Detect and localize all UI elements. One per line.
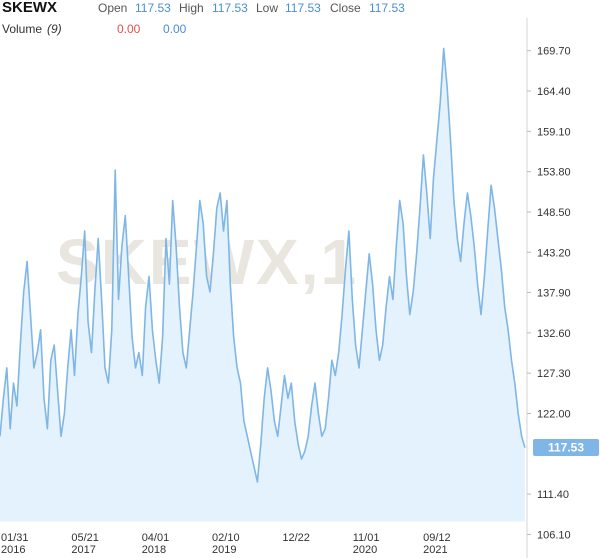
area-layer [0, 48, 525, 522]
volume-value-blue: 0.00 [163, 22, 187, 36]
low-label: Low [256, 1, 279, 15]
x-tick-label: 05/21 [71, 532, 99, 544]
series-area [0, 48, 525, 522]
y-tick-label: 127.30 [537, 368, 571, 380]
x-tick-year: 2019 [212, 544, 236, 556]
y-tick-label: 169.70 [537, 46, 571, 58]
x-tick-year: 2017 [71, 544, 95, 556]
y-tick-label: 137.90 [537, 288, 571, 300]
y-tick-label: 153.80 [537, 167, 571, 179]
volume-value-red: 0.00 [117, 22, 141, 36]
last-price-badge-bg [533, 438, 599, 456]
y-axis-ticks: 169.70 164.40 159.10 153.80 148.50 143.20 137.… [527, 46, 571, 541]
x-tick-label: 01/31 [1, 532, 29, 544]
y-tick-label: 148.50 [537, 207, 571, 219]
series-line [0, 47, 526, 483]
y-tick-label: 111.40 [537, 489, 569, 501]
x-tick-label: 11/01 [353, 532, 380, 544]
x-tick-label: 09/12 [423, 532, 451, 544]
x-tick-label: 02/10 [212, 532, 240, 544]
y-tick-label: 132.60 [537, 328, 571, 340]
x-tick-label: 12/22 [282, 532, 310, 544]
y-tick-label: 143.20 [537, 247, 571, 259]
x-tick-year: 2021 [423, 544, 447, 556]
volume-label: Volume [2, 22, 43, 36]
y-tick-label: 164.40 [537, 86, 571, 98]
open-label: Open [98, 1, 128, 15]
y-tick-label: 159.10 [537, 126, 571, 138]
x-tick-year: 2016 [1, 544, 25, 556]
high-value: 117.53 [212, 1, 248, 15]
volume-param: (9) [47, 22, 62, 36]
last-price-badge: 117.53 [533, 438, 599, 456]
y-tick-label: 106.10 [537, 529, 571, 541]
high-label: High [179, 1, 204, 15]
low-value: 117.53 [285, 1, 321, 15]
close-value: 117.53 [369, 1, 405, 15]
y-tick-label: 122.00 [537, 408, 571, 420]
close-label: Close [330, 1, 361, 15]
line-layer [0, 47, 526, 483]
x-tick-year: 2020 [353, 544, 377, 556]
open-value: 117.53 [135, 1, 171, 15]
last-price-badge-label: 117.53 [548, 440, 584, 454]
quote-header: SKEWX Open 117.53 High 117.53 Low 117.53… [0, 0, 600, 18]
x-tick-year: 2018 [142, 544, 166, 556]
x-tick-label: 04/01 [142, 532, 170, 544]
symbol-label: SKEWX [2, 0, 58, 16]
